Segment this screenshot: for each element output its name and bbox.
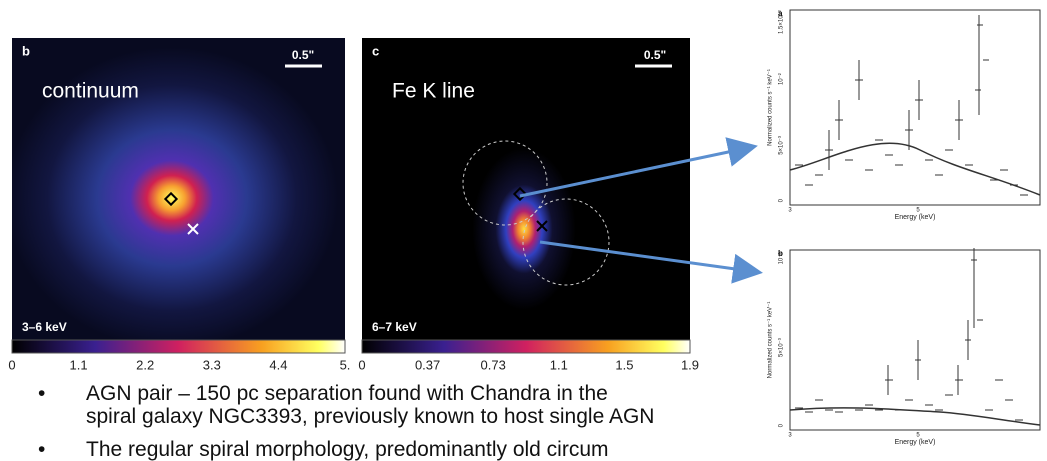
arrow [539, 240, 763, 284]
colorbar [361, 339, 691, 354]
bullet-marker: • [38, 438, 46, 461]
colorbar-tick-label: 0.37 [415, 357, 440, 372]
region-circle [462, 140, 548, 226]
fek-image [470, 130, 585, 310]
arrow [519, 137, 758, 198]
energy-band: 3–6 keV [22, 320, 67, 334]
page: {"panels":[ {"letter":"b","scale":"0.5\"… [8, 9, 1041, 461]
colorbar-tick-label: 0 [8, 357, 15, 372]
colorbar-tick-label: 1.1 [550, 357, 568, 372]
colorbar-tick-label: 1.5 [615, 357, 633, 372]
colorbar-tick-label: 0.73 [481, 357, 506, 372]
diamond-marker [163, 191, 179, 207]
x-axis-label: Energy (keV) [895, 439, 936, 446]
panel-label: continuum [42, 80, 139, 103]
y-tick-label: 5×10⁻³ [779, 338, 785, 357]
colorbar-tick-label: 0 [358, 357, 365, 372]
spectrum-letter: b [778, 249, 783, 258]
continuum-image [12, 38, 345, 340]
error-bars [887, 248, 975, 395]
spectrum-data [795, 259, 1023, 421]
x-axis-label: Energy (keV) [895, 214, 936, 221]
x-tick-label: 5 [916, 433, 920, 439]
spectrum-data [795, 24, 1028, 196]
bullet-marker: • [38, 382, 46, 405]
colorbar-tick-label: 1.1 [70, 357, 88, 372]
colorbar-tick-label: 4.4 [269, 357, 287, 372]
x-marker [536, 220, 548, 232]
scale-label: 0.5" [644, 48, 666, 62]
y-axis-label: Normalized counts s⁻¹ keV⁻¹ [768, 302, 774, 379]
y-axis-label: Normalized counts s⁻¹ keV⁻¹ [768, 69, 774, 146]
panel-label: Fe K line [392, 80, 475, 103]
spectrum-letter: a [778, 9, 783, 18]
x-marker [187, 223, 199, 235]
model-curve [789, 142, 1041, 196]
bullet-text: The regular spiral morphology, predomina… [86, 438, 609, 461]
x-tick-label: 3 [788, 208, 792, 214]
colorbar-tick-label: 2.2 [136, 357, 154, 372]
region-circle [522, 198, 610, 286]
y-tick-label: 10⁻² [779, 253, 785, 265]
x-tick-label: 5 [916, 208, 920, 214]
bullet-text: spiral galaxy NGC3393, previously known … [86, 405, 655, 428]
scale-label: 0.5" [292, 48, 314, 62]
colorbar-tick-label: 3.3 [203, 357, 221, 372]
x-tick-label: 3 [788, 433, 792, 439]
error-bars [828, 15, 980, 170]
model-curve [789, 407, 1041, 426]
colorbar-tick-label: 1.9 [681, 357, 699, 372]
energy-band: 6–7 keV [372, 320, 417, 334]
bullet-text: AGN pair – 150 pc separation found with … [86, 382, 608, 405]
y-tick-label: 10⁻² [779, 73, 785, 85]
y-tick-label: 0 [779, 423, 785, 427]
colorbar-tick-label: 5. [340, 357, 351, 372]
spectrum-frame [789, 249, 1041, 431]
y-tick-label: 5×10⁻³ [779, 136, 785, 155]
panel-letter: c [372, 43, 379, 58]
panel-letter: b [22, 43, 30, 58]
colorbar [11, 339, 346, 354]
spectrum-frame [789, 9, 1041, 206]
slide-graphics: b 0.5" continuum 3–6 keV c 0.5" Fe K lin… [8, 9, 1041, 446]
y-tick-label: 1.5×10⁻² [779, 10, 785, 34]
y-tick-label: 0 [779, 198, 785, 202]
